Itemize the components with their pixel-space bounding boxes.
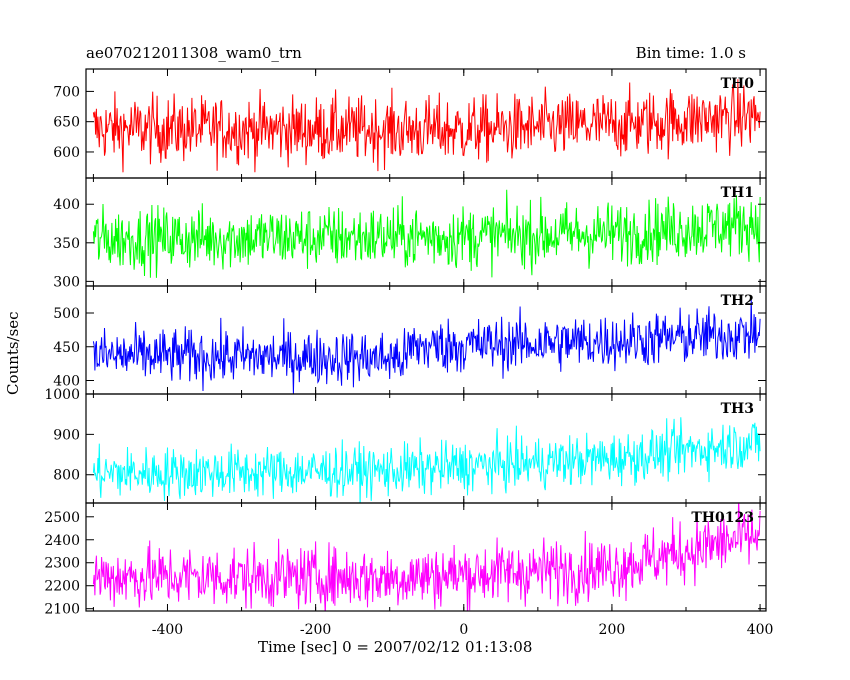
series-line-th0	[92, 79, 761, 173]
y-tick-label: 650	[53, 115, 80, 131]
panel-label-th0: TH0	[721, 76, 755, 92]
series-line-th0123	[92, 503, 761, 611]
x-tick-label: -200	[300, 622, 331, 638]
y-tick-label: 450	[53, 340, 80, 356]
y-tick-label: 2200	[44, 579, 80, 595]
panel-frame-th0123	[85, 502, 767, 612]
panel-label-th2: TH2	[721, 293, 754, 309]
panel-label-th1: TH1	[721, 185, 754, 201]
y-tick-label: 300	[53, 274, 80, 290]
y-tick-label: 1000	[44, 387, 80, 403]
y-tick-label: 350	[53, 236, 80, 252]
x-tick-label: -400	[152, 622, 183, 638]
y-tick-label: 2500	[44, 510, 80, 526]
y-tick-label: 800	[53, 468, 80, 484]
series-line-th2	[92, 297, 761, 394]
y-tick-label: 400	[53, 374, 80, 390]
y-axis-label: Counts/sec	[4, 311, 22, 395]
y-tick-label: 900	[53, 427, 80, 443]
x-tick-label: 200	[599, 622, 626, 638]
y-tick-label: 2100	[44, 602, 80, 618]
x-axis-label: Time [sec] 0 = 2007/02/12 01:13:08	[258, 638, 533, 656]
object-title: ae070212011308_wam0_trn	[86, 44, 302, 62]
bin-time-label: Bin time: 1.0 s	[635, 44, 746, 62]
y-tick-label: 500	[53, 306, 80, 322]
series-line-th1	[92, 189, 761, 278]
y-tick-label: 2300	[44, 556, 80, 572]
y-tick-label: 600	[53, 145, 80, 161]
panel-label-th0123: TH0123	[691, 510, 754, 526]
x-tick-label: 400	[747, 622, 774, 638]
y-tick-label: 2400	[44, 533, 80, 549]
y-tick-label: 400	[53, 197, 80, 213]
panel-label-th3: TH3	[721, 401, 754, 417]
x-tick-label: 0	[459, 622, 468, 638]
y-tick-label: 700	[53, 84, 80, 100]
series-line-th3	[92, 417, 761, 503]
